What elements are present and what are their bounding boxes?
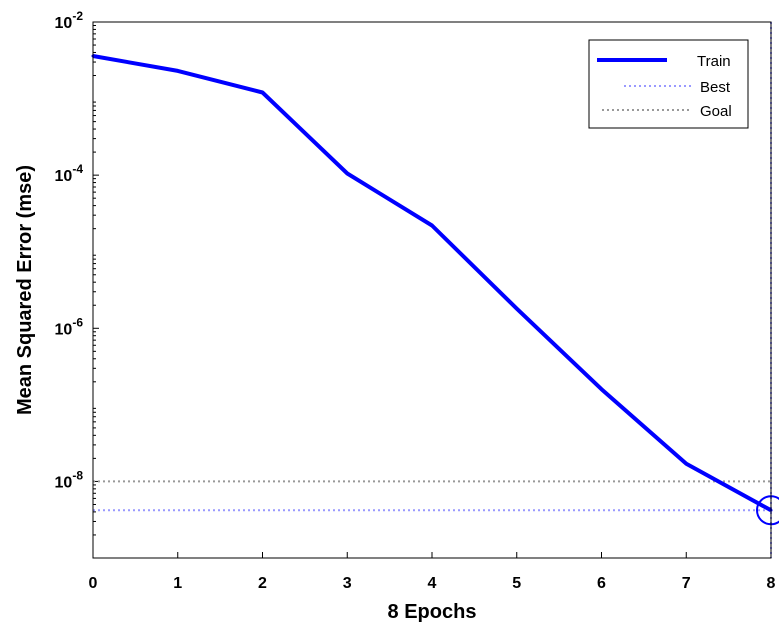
legend: Train Best Goal [589, 40, 748, 128]
y-axis-title: Mean Squared Error (mse) [14, 165, 36, 415]
x-tick-label: 3 [343, 575, 352, 592]
x-tick-label: 8 [767, 575, 776, 592]
train-data-point [685, 462, 688, 465]
x-tick-label: 4 [428, 575, 437, 592]
x-tick-labels: 0 1 2 3 4 5 6 7 8 [89, 575, 776, 592]
x-tick-label: 0 [89, 575, 98, 592]
train-data-point [176, 69, 179, 72]
y-tick-label: 10-4 [55, 162, 84, 185]
x-tick-label: 2 [258, 575, 267, 592]
x-tick-label: 7 [682, 575, 691, 592]
y-tick-label: 10-8 [55, 468, 84, 491]
x-tick-label: 5 [512, 575, 521, 592]
train-data-point [261, 91, 264, 94]
train-data-point [431, 224, 434, 227]
y-tick-labels: 10-2 10-4 10-6 10-8 [55, 9, 84, 491]
x-axis-title: 8 Epochs [388, 601, 477, 623]
x-tick-label: 6 [597, 575, 606, 592]
y-tick-label: 10-2 [55, 9, 84, 32]
legend-best-label: Best [700, 79, 731, 96]
train-data-point [600, 388, 603, 391]
legend-goal-label: Goal [700, 103, 732, 120]
train-data-point [346, 172, 349, 175]
y-tick-label: 10-6 [55, 315, 84, 338]
legend-train-label: Train [697, 53, 731, 70]
train-data-point [515, 307, 518, 310]
x-tick-label: 1 [173, 575, 182, 592]
